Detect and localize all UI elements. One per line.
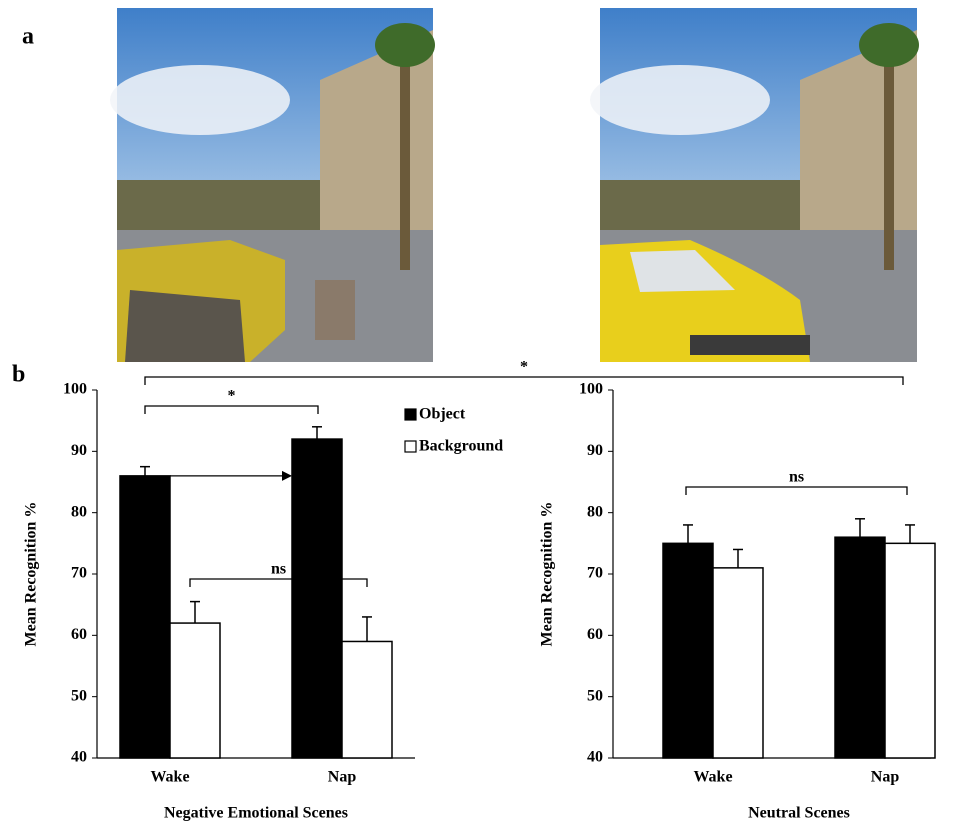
y-tick-label: 40 [587, 749, 603, 766]
x-axis-label: Neutral Scenes [748, 805, 850, 822]
panel-label: b [12, 362, 25, 388]
y-tick-label: 100 [63, 381, 87, 398]
significance-label: * [228, 388, 236, 405]
bar [120, 476, 170, 758]
x-tick-label: Nap [328, 769, 357, 786]
scene-photo-negative [110, 8, 435, 362]
y-tick-label: 90 [587, 442, 603, 459]
bar [885, 543, 935, 758]
x-tick-label: Wake [150, 769, 189, 786]
y-tick-label: 40 [71, 749, 87, 766]
y-tick-label: 90 [71, 442, 87, 459]
bar [170, 623, 220, 758]
significance-label: ns [271, 561, 286, 578]
x-axis-label: Negative Emotional Scenes [164, 805, 348, 822]
significance-label: ns [789, 469, 804, 486]
y-tick-label: 70 [587, 565, 603, 582]
x-tick-label: Nap [871, 769, 900, 786]
y-tick-label: 80 [71, 503, 87, 520]
y-tick-label: 50 [587, 687, 603, 704]
bar [713, 568, 763, 758]
bar [342, 641, 392, 758]
y-tick-label: 60 [587, 626, 603, 643]
legend-swatch [405, 409, 416, 420]
y-tick-label: 100 [579, 381, 603, 398]
significance-label-bracket [145, 406, 318, 414]
y-axis-label: Mean Recognition % [23, 502, 40, 647]
figure: a b 40 50 60 70 80 90 100 Mean Recognition % Wak… [0, 0, 958, 824]
significance-label-bracket [686, 487, 907, 495]
y-axis-label: Mean Recognition % [539, 502, 556, 647]
legend-swatch [405, 441, 416, 452]
bar [292, 439, 342, 758]
x-tick-label: Wake [693, 769, 732, 786]
y-tick-label: 80 [587, 503, 603, 520]
scene-photo-neutral [590, 8, 919, 362]
legend-label: Object [419, 406, 466, 423]
significance-label: * [520, 359, 528, 376]
legend-label: Background [419, 438, 503, 455]
significance-label-bracket [145, 377, 903, 385]
bar [663, 543, 713, 758]
y-tick-label: 50 [71, 687, 87, 704]
bar [835, 537, 885, 758]
y-tick-label: 70 [71, 565, 87, 582]
y-tick-label: 60 [71, 626, 87, 643]
panel-label: a [22, 24, 34, 50]
arrow-head [282, 471, 292, 481]
